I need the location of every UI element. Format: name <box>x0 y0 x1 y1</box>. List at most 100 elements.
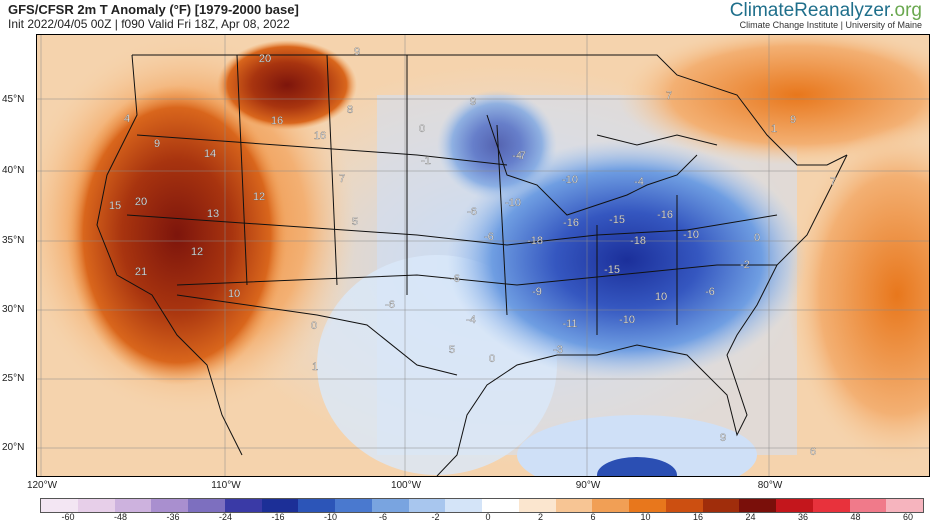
anomaly-value-label: -6 <box>484 231 494 243</box>
anomaly-map: 20 9 8 16 16 4 9 14 7 12 15 20 13 5 12 21 10 0 1 5 9 0 -1 -6 -6-… <box>36 34 930 477</box>
anomaly-value-label: -4 <box>634 176 644 188</box>
gulf-cold <box>597 457 677 476</box>
anomaly-value-label: -15 <box>609 214 625 226</box>
colorbar-swatch <box>849 499 887 512</box>
anomaly-value-label: -16 <box>563 217 579 229</box>
colorbar-swatch <box>592 499 629 512</box>
anomaly-value-label: 9 <box>470 96 476 108</box>
gulf-field <box>517 415 757 476</box>
hot-west <box>67 85 287 385</box>
brand-suffix: .org <box>889 0 922 21</box>
colorbar-tick-label: -60 <box>61 512 75 522</box>
graticule <box>37 35 929 476</box>
colorbar-tick-label: 48 <box>850 512 861 522</box>
anomaly-value-label: -4 <box>512 150 522 162</box>
warm-atlantic <box>787 125 929 465</box>
anomaly-value-label: 0 <box>311 320 317 332</box>
anomaly-value-label: -6 <box>705 286 715 298</box>
anomaly-value-label: 7 <box>830 176 836 188</box>
colorbar-swatch <box>665 499 703 512</box>
anomaly-value-label: 21 <box>135 266 147 278</box>
lon-label-120w: 120°W <box>26 480 58 491</box>
lat-label-45n: 45°N <box>2 94 25 105</box>
anomaly-value-label: -3 <box>553 344 563 356</box>
anomaly-value-label: 9 <box>720 432 726 444</box>
anomaly-value-label: 10 <box>228 288 240 300</box>
anomaly-value-label: -18 <box>630 235 646 247</box>
colorbar-tick-label: 24 <box>745 512 756 522</box>
anomaly-value-label: 16 <box>271 115 283 127</box>
anomaly-value-label: 20 <box>259 53 271 65</box>
anomaly-value-label: -4 <box>466 314 476 326</box>
anomaly-value-label: 9 <box>354 46 360 58</box>
colorbar-swatch <box>371 499 409 512</box>
anomaly-value-label: -2 <box>740 259 750 271</box>
colorbar-tick-label: 0 <box>485 512 491 522</box>
anomaly-value-label: 13 <box>207 208 219 220</box>
colorbar-swatch <box>776 499 813 512</box>
colorbar-tick-label: 16 <box>692 512 704 522</box>
lon-label-90w: 90°W <box>575 480 601 491</box>
colorbar-tick-label: -6 <box>378 512 388 522</box>
lat-label-20n: 20°N <box>2 442 25 453</box>
anomaly-value-label: 6 <box>810 446 816 458</box>
anomaly-value-label: -11 <box>562 318 577 330</box>
anomaly-value-label: 10 <box>655 291 667 303</box>
hot-north <box>217 40 357 130</box>
anomaly-value-label: 1 <box>312 361 318 373</box>
colorbar-tick-label: 2 <box>537 512 544 522</box>
anomaly-value-label: 7 <box>339 173 345 185</box>
anomaly-value-label: -6 <box>450 273 460 285</box>
anomaly-value-label: -6 <box>385 299 395 311</box>
anomaly-value-label: 9 <box>154 138 160 150</box>
boundaries <box>96 54 848 476</box>
colorbar-swatch <box>629 499 666 512</box>
warm-northeast <box>617 35 929 165</box>
anomaly-value-label: 9 <box>790 114 796 126</box>
colorbar-tick-label: -10 <box>323 512 338 522</box>
colorbar-tick-label: -48 <box>113 512 128 522</box>
colorbar-tick-label: -16 <box>271 512 285 522</box>
colorbar-swatch <box>739 499 776 512</box>
colorbar-swatch <box>335 499 372 512</box>
colorbar <box>40 498 924 513</box>
lat-label-40n: 40°N <box>2 165 25 176</box>
colorbar-swatch <box>408 499 446 512</box>
anomaly-value-label: 7 <box>666 90 672 102</box>
lat-label-30n: 30°N <box>2 304 25 315</box>
colorbar-swatch <box>812 499 850 512</box>
anomaly-value-label: 0 <box>419 123 425 135</box>
anomaly-value-label: -10 <box>505 197 521 209</box>
lat-label-25n: 25°N <box>2 373 25 384</box>
anomaly-value-label: -16 <box>657 209 673 221</box>
colorbar-tick-label: 36 <box>797 512 809 522</box>
colorbar-tick-label: 60 <box>902 512 914 522</box>
lon-label-80w: 80°W <box>757 480 783 491</box>
colorbar-swatch <box>555 499 593 512</box>
map-title: GFS/CFSR 2m T Anomaly (°F) [1979-2000 ba… <box>8 2 299 17</box>
colorbar-tick-label: -2 <box>431 512 440 522</box>
colorbar-tick-label: 10 <box>640 512 651 522</box>
anomaly-value-label: 0 <box>754 232 760 244</box>
brand-main: ClimateReanalyzer <box>729 0 890 21</box>
colorbar-swatch <box>41 499 78 512</box>
colorbar-tick-label: -36 <box>166 512 180 522</box>
map-subtitle: Init 2022/04/05 00Z | f090 Valid Fri 18Z… <box>8 17 290 31</box>
colorbar-swatch <box>151 499 188 512</box>
anomaly-value-label: 15 <box>109 200 121 212</box>
anomaly-value-label: 1 <box>771 123 777 135</box>
anomaly-value-label: 4 <box>124 113 130 125</box>
colorbar-swatch <box>224 499 262 512</box>
colorbar-swatch <box>261 499 299 512</box>
colorbar-swatch <box>702 499 740 512</box>
anomaly-value-label: -7 <box>516 150 526 162</box>
lon-label-110w: 110°W <box>211 480 241 491</box>
anomaly-value-label: -9 <box>532 286 542 298</box>
colorbar-swatch <box>77 499 115 512</box>
brand-logo[interactable]: ClimateReanalyzer.org <box>730 0 922 22</box>
cold-core <box>447 140 807 380</box>
anomaly-value-label: -10 <box>562 174 578 186</box>
anomaly-value-label: -1 <box>421 155 431 167</box>
brand-subtitle: Climate Change Institute | University of… <box>739 20 922 30</box>
